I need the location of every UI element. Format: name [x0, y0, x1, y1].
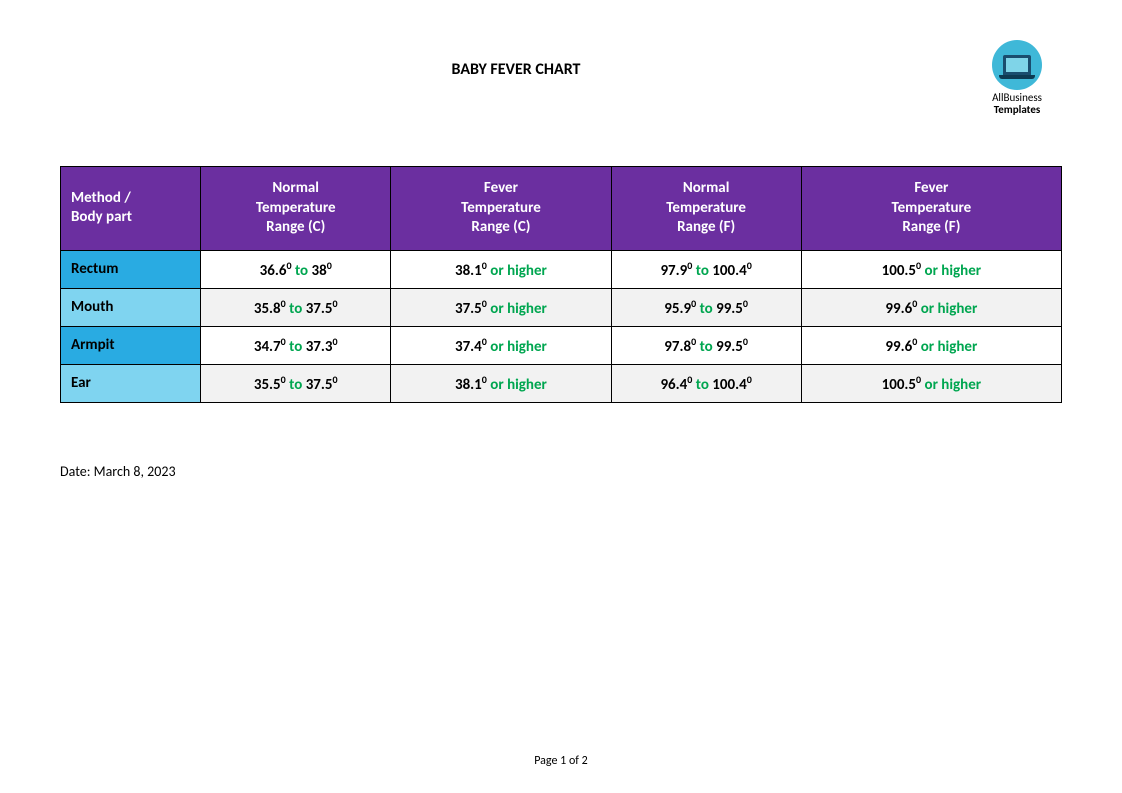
- page-title: BABY FEVER CHART: [60, 40, 972, 79]
- range-cell: 35.50 to 37.50: [201, 364, 391, 402]
- fever-chart-table: Method /Body partNormalTemperatureRange …: [60, 166, 1062, 403]
- range-cell: 96.40 to 100.40: [611, 364, 801, 402]
- column-header: FeverTemperatureRange (C): [391, 167, 611, 251]
- method-cell: Rectum: [61, 250, 201, 288]
- fever-cell: 38.10 or higher: [391, 250, 611, 288]
- method-cell: Ear: [61, 364, 201, 402]
- table-row: Mouth35.80 to 37.5037.50 or higher95.90 …: [61, 288, 1062, 326]
- column-header: Method /Body part: [61, 167, 201, 251]
- range-cell: 34.70 to 37.30: [201, 326, 391, 364]
- fever-cell: 38.10 or higher: [391, 364, 611, 402]
- range-cell: 35.80 to 37.50: [201, 288, 391, 326]
- column-header: FeverTemperatureRange (F): [801, 167, 1061, 251]
- logo-icon: [992, 40, 1042, 90]
- column-header: NormalTemperatureRange (C): [201, 167, 391, 251]
- logo: AllBusinessTemplates: [972, 40, 1062, 116]
- fever-cell: 100.50 or higher: [801, 250, 1061, 288]
- table-row: Armpit34.70 to 37.3037.40 or higher97.80…: [61, 326, 1062, 364]
- range-cell: 95.90 to 99.50: [611, 288, 801, 326]
- table-row: Ear35.50 to 37.5038.10 or higher96.40 to…: [61, 364, 1062, 402]
- range-cell: 97.80 to 99.50: [611, 326, 801, 364]
- method-cell: Armpit: [61, 326, 201, 364]
- date-line: Date: March 8, 2023: [60, 463, 1062, 480]
- logo-text: AllBusinessTemplates: [972, 92, 1062, 116]
- range-cell: 97.90 to 100.40: [611, 250, 801, 288]
- fever-cell: 100.50 or higher: [801, 364, 1061, 402]
- method-cell: Mouth: [61, 288, 201, 326]
- fever-cell: 37.50 or higher: [391, 288, 611, 326]
- fever-cell: 99.60 or higher: [801, 288, 1061, 326]
- table-row: Rectum36.60 to 38038.10 or higher97.90 t…: [61, 250, 1062, 288]
- column-header: NormalTemperatureRange (F): [611, 167, 801, 251]
- range-cell: 36.60 to 380: [201, 250, 391, 288]
- table-header: Method /Body partNormalTemperatureRange …: [61, 167, 1062, 251]
- page-number: Page 1 of 2: [0, 754, 1122, 768]
- fever-cell: 37.40 or higher: [391, 326, 611, 364]
- fever-cell: 99.60 or higher: [801, 326, 1061, 364]
